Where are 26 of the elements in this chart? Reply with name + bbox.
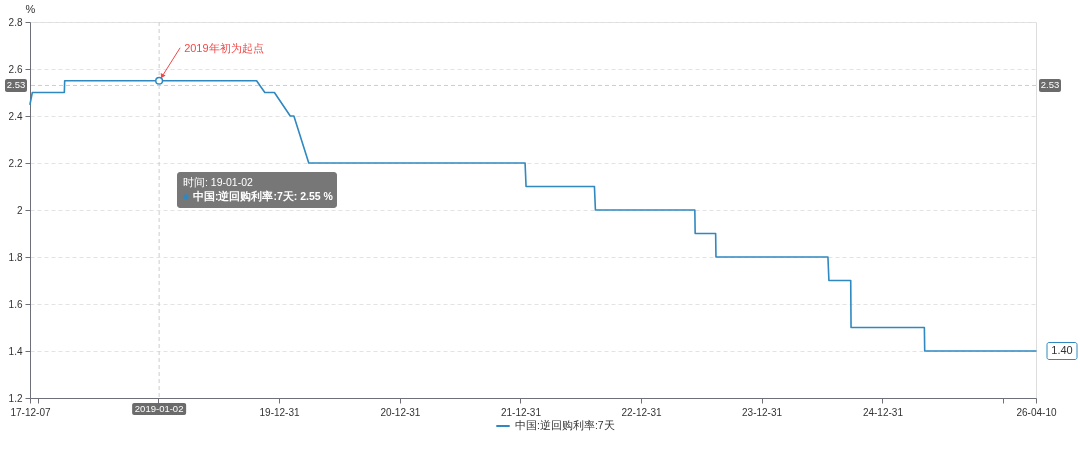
x-tick-label: 21-12-31 [500, 406, 542, 418]
x-tick-label: 17-12-07 [10, 406, 51, 418]
x-tick-label: 26-04-10 [1016, 406, 1057, 418]
y-axis-title: % [25, 2, 36, 15]
y-tick-label: 1.2 [8, 392, 23, 404]
y-tick-label: 2.4 [8, 110, 23, 122]
y-tick-label: 1.4 [8, 345, 23, 357]
y-tick-label: 2 [16, 204, 23, 216]
ref-line-label: 2019-01-02 [134, 403, 184, 414]
annotation: 中国:逆回购利率:7天: 2.55 % [193, 190, 334, 202]
data-label: 1.40 [1051, 344, 1073, 356]
y-tick-label: 1.8 [8, 251, 23, 263]
x-tick-label: 23-12-31 [742, 406, 783, 418]
legend-label: 中国:逆回购利率:7天 [515, 419, 615, 431]
y-tick-label: 1.6 [8, 298, 23, 310]
y-tick-label: 2.2 [8, 157, 23, 169]
x-tick-label: 22-12-31 [621, 406, 662, 418]
text: 2.53 [1040, 79, 1060, 91]
annotation: 2019年初为起点 [184, 41, 264, 54]
y-tick-label: 2.8 [8, 16, 23, 28]
x-tick-label: 20-12-31 [380, 406, 421, 418]
x-tick-label: 24-12-31 [862, 406, 904, 418]
y-tick-label: 2.6 [8, 63, 23, 75]
x-tick-label: 19-12-31 [259, 406, 300, 418]
annotation: 时间: 19-01-02 [183, 176, 254, 188]
ref-line-label: 2.53 [6, 79, 26, 91]
